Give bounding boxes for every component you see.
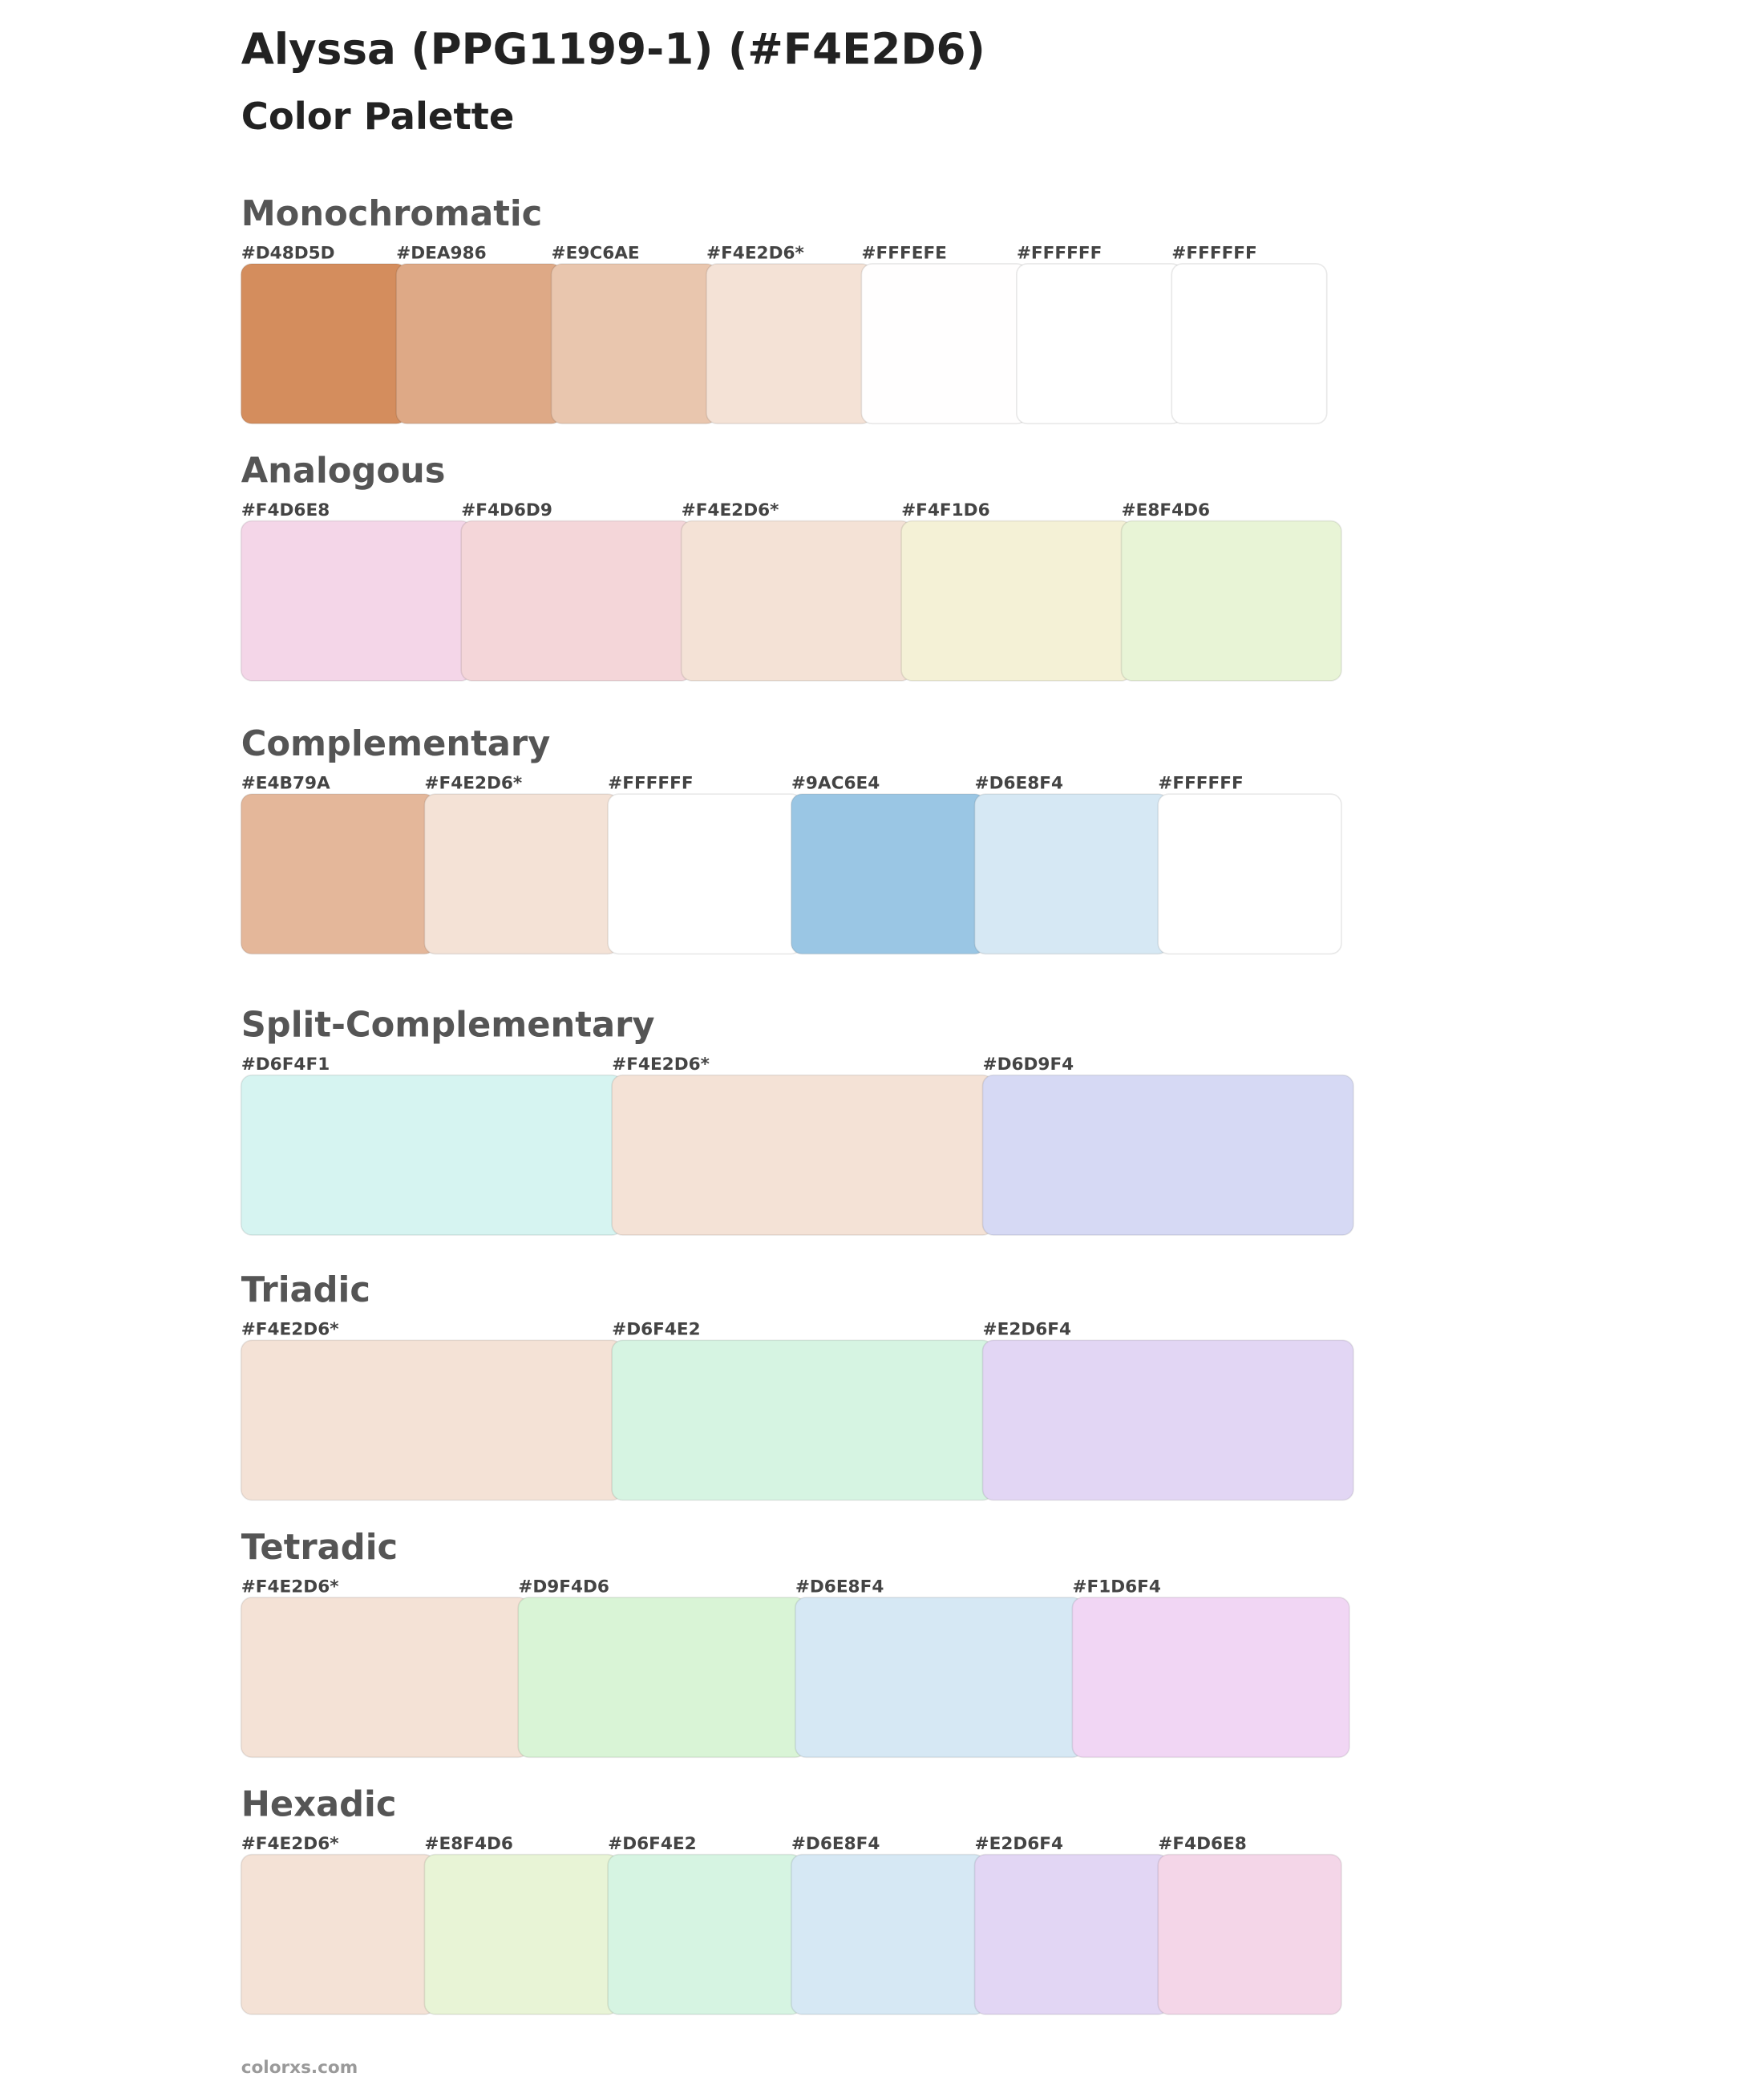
swatch-label: #FFFFFF <box>1171 243 1257 263</box>
swatch-label: #FFFFFF <box>608 774 694 794</box>
title: Alyssa (PPG1199-1) (#F4E2D6) <box>241 25 985 75</box>
color-swatch <box>460 520 693 682</box>
swatch-label: #D6E8F4 <box>791 1834 880 1854</box>
swatch-label: #E2D6F4 <box>983 1320 1072 1340</box>
swatch-label: #FFFEFE <box>861 243 947 263</box>
palette-section: Complementary #E4B79A #F4E2D6* #FFFFFF #9AC6… <box>240 724 1342 955</box>
color-swatch <box>517 1597 807 1759</box>
color-swatch <box>611 1339 994 1501</box>
color-swatch <box>860 263 1028 425</box>
section-heading: Complementary <box>241 724 551 764</box>
color-swatch <box>611 1074 994 1236</box>
palette-section: Tetradic #F4E2D6* #D9F4D6 #D6E8F4 #F1D6F4 <box>240 1528 1350 1759</box>
color-swatch <box>240 1597 530 1759</box>
section-heading: Tetradic <box>241 1528 398 1568</box>
swatch-label: #F4E2D6* <box>241 1320 339 1340</box>
color-swatch <box>423 793 620 955</box>
color-swatch <box>973 1853 1170 2015</box>
swatch-label: #D9F4D6 <box>518 1577 609 1597</box>
swatch-label: #F1D6F4 <box>1072 1577 1161 1597</box>
color-swatch <box>423 1853 620 2015</box>
color-swatch <box>240 520 473 682</box>
color-swatch <box>900 520 1133 682</box>
swatch-label: #D6E8F4 <box>975 774 1064 794</box>
color-swatch <box>395 263 563 425</box>
color-swatch <box>981 1339 1354 1501</box>
color-swatch <box>1120 520 1342 682</box>
section-heading: Split-Complementary <box>241 1006 655 1046</box>
color-swatch <box>706 263 873 425</box>
section-heading: Hexadic <box>241 1784 397 1824</box>
color-swatch <box>973 793 1170 955</box>
swatch-label: #D6F4E2 <box>612 1320 701 1340</box>
swatch-label: #D6E8F4 <box>795 1577 884 1597</box>
swatch-label: #D48D5D <box>241 243 335 263</box>
color-swatch <box>607 1853 803 2015</box>
color-swatch <box>240 1074 624 1236</box>
swatch-label: #E4B79A <box>241 774 330 794</box>
swatch-label: #DEA986 <box>396 243 486 263</box>
palette-section: Split-Complementary #D6F4F1 #F4E2D6* #D6D9F… <box>240 1006 1354 1236</box>
swatch-label: #F4D6E8 <box>241 500 330 520</box>
color-swatch <box>240 1853 436 2015</box>
palette-section: Monochromatic #D48D5D #DEA986 #E9C6AE #F4E2D… <box>240 194 1328 425</box>
swatch-label: #F4E2D6* <box>682 500 779 520</box>
footer: colorxs.com <box>241 2058 358 2078</box>
color-swatch <box>791 793 986 955</box>
color-swatch <box>680 520 913 682</box>
swatch-label: #E8F4D6 <box>424 1834 513 1854</box>
swatch-label: #D6D9F4 <box>983 1055 1074 1075</box>
swatch-label: #D6F4E2 <box>608 1834 697 1854</box>
swatch-label: #F4E2D6* <box>612 1055 710 1075</box>
color-swatch <box>240 793 436 955</box>
swatch-label: #E8F4D6 <box>1122 500 1211 520</box>
color-swatch <box>240 263 408 425</box>
color-swatch <box>1157 793 1342 955</box>
color-swatch <box>794 1597 1084 1759</box>
swatch-label: #F4D6E8 <box>1158 1834 1247 1854</box>
swatch-label: #F4E2D6* <box>241 1834 339 1854</box>
color-swatch <box>607 793 803 955</box>
swatch-label: #E9C6AE <box>552 243 640 263</box>
palette-section: Analogous #F4D6E8 #F4D6D9 #F4E2D6* #F4F1D6 #E… <box>240 451 1342 682</box>
swatch-label: #D6F4F1 <box>241 1055 330 1075</box>
subtitle: Color Palette <box>241 95 515 138</box>
color-swatch <box>240 1339 624 1501</box>
section-heading: Monochromatic <box>241 194 543 234</box>
color-swatch <box>1016 263 1183 425</box>
swatch-label: #E2D6F4 <box>975 1834 1064 1854</box>
swatch-label: #FFFFFF <box>1158 774 1244 794</box>
color-swatch <box>791 1853 986 2015</box>
swatch-label: #F4E2D6* <box>241 1577 339 1597</box>
color-swatch <box>1071 1597 1350 1759</box>
swatch-label: #F4D6D9 <box>461 500 552 520</box>
swatch-label: #F4E2D6* <box>706 243 804 263</box>
swatch-label: #9AC6E4 <box>791 774 880 794</box>
palette-section: Triadic #F4E2D6* #D6F4E2 #E2D6F4 <box>240 1270 1354 1501</box>
swatch-label: #FFFFFF <box>1017 243 1102 263</box>
color-swatch <box>1171 263 1328 425</box>
color-swatch <box>550 263 718 425</box>
color-swatch <box>1157 1853 1342 2015</box>
palette-section: Hexadic #F4E2D6* #E8F4D6 #D6F4E2 #D6E8F4 #E2D… <box>240 1784 1342 2015</box>
swatch-label: #F4E2D6* <box>424 774 522 794</box>
color-swatch <box>981 1074 1354 1236</box>
section-heading: Analogous <box>241 451 446 491</box>
swatch-label: #F4F1D6 <box>901 500 990 520</box>
section-heading: Triadic <box>241 1270 370 1310</box>
